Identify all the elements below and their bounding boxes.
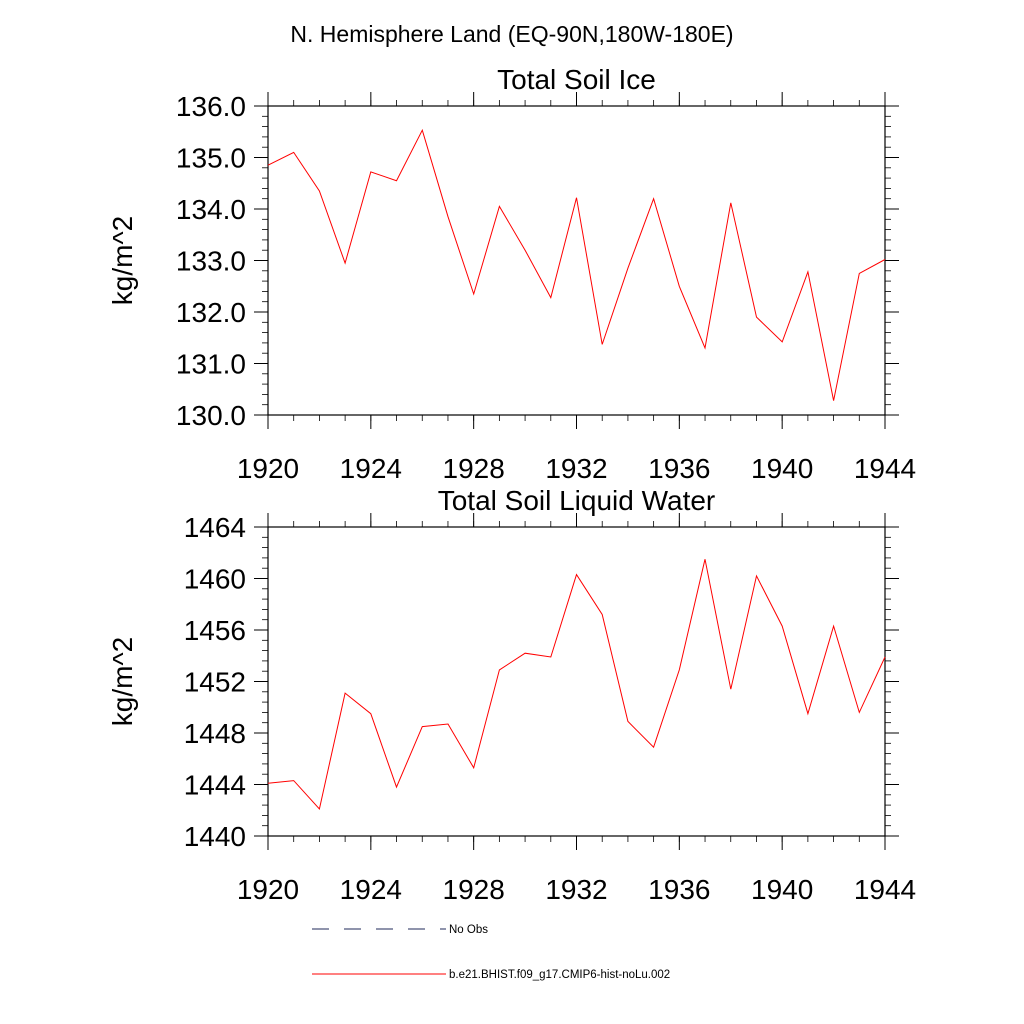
y-axis-label: kg/m^2	[107, 216, 138, 305]
y-tick-label: 135.0	[176, 143, 246, 174]
y-tick-label: 1448	[184, 718, 246, 749]
legend: No Obs b.e21.BHIST.f09_g17.CMIP6-hist-noL…	[312, 924, 670, 981]
series-line-1	[267, 559, 886, 811]
x-tick-label: 1944	[854, 453, 916, 484]
y-tick-label: 133.0	[176, 246, 246, 277]
panel-1: Total Soil Ice kg/m^2 130.0 131.0 132.0 133.0…	[107, 64, 916, 484]
y-tick-label: 134.0	[176, 194, 246, 225]
x-tick-label: 1924	[340, 874, 402, 905]
y-axis-label: kg/m^2	[107, 637, 138, 726]
x-tick-label: 1940	[751, 453, 813, 484]
y-tick-label: 130.0	[176, 400, 246, 431]
x-tick-label: 1928	[443, 874, 505, 905]
x-tick-label: 1940	[751, 874, 813, 905]
x-tick-label: 1936	[648, 874, 710, 905]
y-tick-label: 1460	[184, 564, 246, 595]
series-line-1	[267, 128, 886, 401]
x-tick-label: 1944	[854, 874, 916, 905]
y-tick-label: 131.0	[176, 349, 246, 380]
x-tick-label: 1924	[340, 453, 402, 484]
y-tick-label: 1456	[184, 615, 246, 646]
y-tick-label: 132.0	[176, 297, 246, 328]
plot-frame	[267, 105, 886, 416]
legend-label-2: b.e21.BHIST.f09_g17.CMIP6-hist-noLu.002	[449, 969, 670, 981]
panel-title: Total Soil Ice	[497, 64, 656, 95]
plot-frame	[267, 526, 886, 837]
panel-2: Total Soil Liquid Water kg/m^2 1440 1444 144…	[107, 485, 916, 905]
x-tick-label: 1920	[237, 874, 299, 905]
x-tick-label: 1932	[545, 874, 607, 905]
legend-label-1: No Obs	[449, 924, 488, 936]
x-tick-label: 1928	[443, 453, 505, 484]
x-tick-label: 1920	[237, 453, 299, 484]
y-tick-label: 136.0	[176, 91, 246, 122]
x-tick-label: 1932	[545, 453, 607, 484]
y-tick-label: 1452	[184, 667, 246, 698]
x-tick-label: 1936	[648, 453, 710, 484]
figure-title: N. Hemisphere Land (EQ-90N,180W-180E)	[290, 21, 733, 47]
y-tick-label: 1440	[184, 821, 246, 852]
panel-title: Total Soil Liquid Water	[438, 485, 716, 516]
y-tick-label: 1464	[184, 512, 246, 543]
y-tick-label: 1444	[184, 770, 246, 801]
